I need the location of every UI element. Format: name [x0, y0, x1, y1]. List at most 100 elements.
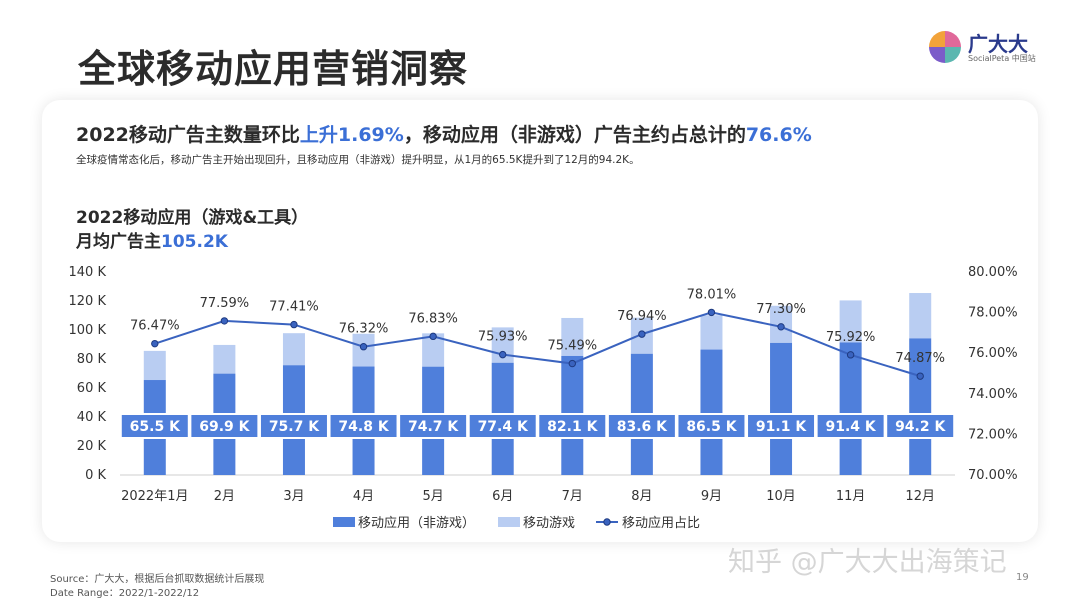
- bar-app: [700, 349, 723, 475]
- y-left-tick-label: 80 K: [77, 352, 107, 367]
- bar-value-box: [119, 413, 190, 439]
- ratio-label: 75.49%: [548, 339, 598, 354]
- legend-label-ratio: 移动应用占比: [622, 515, 700, 531]
- chart-title-prefix: 月均广告主: [76, 232, 161, 252]
- x-tick-label: 2022年1月: [121, 489, 188, 504]
- headline: 2022移动广告主数量环比上升1.69%，移动应用（非游戏）广告主约占总计的76…: [76, 120, 812, 147]
- bar-value-label: 94.2 K: [895, 419, 946, 435]
- bar-value-label: 65.5 K: [130, 419, 181, 435]
- y-left-tick-label: 0 K: [85, 468, 106, 483]
- x-tick-label: 2月: [214, 489, 235, 504]
- legend-swatch-app: [333, 517, 355, 527]
- chart-title: 2022移动应用（游戏&工具） 月均广告主105.2K: [76, 206, 308, 254]
- y-right-tick-label: 78.00%: [968, 306, 1018, 321]
- brand-logo: 广大大 SocialPeta 中国站: [928, 28, 1068, 68]
- legend-label-game: 移动游戏: [523, 516, 575, 531]
- ratio-line: [154, 311, 921, 378]
- y-left-tick-label: 100 K: [69, 323, 107, 338]
- bar-game: [282, 333, 305, 366]
- bar-game: [143, 350, 166, 381]
- ratio-label: 78.01%: [687, 287, 737, 302]
- ratio-point: [777, 323, 785, 331]
- ratio-label: 77.41%: [269, 300, 319, 315]
- ratio-label: 76.32%: [339, 322, 389, 337]
- ratio-point: [359, 343, 368, 351]
- legend-label-app: 移动应用（非游戏）: [358, 515, 475, 531]
- bar-value-label: 69.9 K: [199, 419, 250, 435]
- bar-game: [561, 317, 584, 356]
- bar-game: [839, 300, 862, 343]
- bar-game: [909, 293, 932, 339]
- bar-value-box: [885, 413, 956, 439]
- bar-value-label: 86.5 K: [686, 419, 737, 435]
- x-tick-label: 9月: [701, 489, 722, 504]
- ratio-label: 77.59%: [200, 296, 250, 311]
- bar-value-label: 91.1 K: [756, 419, 807, 435]
- bar-value-box: [467, 413, 538, 439]
- ratio-label: 76.83%: [408, 311, 458, 326]
- y-left-tick-label: 40 K: [77, 410, 107, 425]
- y-left-tick-label: 20 K: [77, 439, 107, 454]
- x-tick-label: 5月: [422, 489, 443, 504]
- legend-swatch-game: [498, 517, 520, 527]
- bar-value-box: [398, 413, 469, 439]
- bar-value-label: 77.4 K: [478, 419, 529, 435]
- ratio-point: [290, 320, 298, 329]
- page-number: 19: [1016, 572, 1029, 583]
- x-tick-label: 7月: [562, 489, 583, 504]
- x-tick-label: 12月: [905, 489, 935, 504]
- ratio-point: [707, 308, 716, 317]
- bar-game: [700, 315, 723, 350]
- headline-part2: ，移动应用（非游戏）广告主约占总计的: [403, 124, 746, 146]
- footer-source: Source：广大大，根据后台抓取数据统计后展现: [50, 574, 265, 585]
- ratio-point: [220, 317, 229, 325]
- ratio-point: [429, 332, 437, 341]
- y-left-tick-label: 60 K: [77, 381, 107, 396]
- bar-value-box: [606, 413, 677, 439]
- y-right-tick-label: 80.00%: [968, 265, 1018, 280]
- chart-title-line2: 月均广告主105.2K: [76, 230, 308, 254]
- x-tick-label: 8月: [631, 489, 652, 504]
- bar-game: [213, 344, 236, 374]
- ratio-point: [846, 351, 855, 359]
- bar-value-box: [676, 413, 747, 439]
- ratio-point: [499, 350, 507, 359]
- bar-value-label: 83.6 K: [617, 419, 668, 435]
- logo-subtitle: SocialPeta 中国站: [968, 54, 1036, 63]
- bar-value-box: [258, 413, 329, 439]
- y-right-tick-label: 76.00%: [968, 346, 1018, 361]
- y-right-tick-label: 70.00%: [968, 468, 1018, 483]
- bar-value-label: 74.8 K: [338, 419, 389, 435]
- y-right-tick-label: 72.00%: [968, 427, 1018, 442]
- headline-accent-share: 76.6%: [745, 124, 812, 146]
- bar-value-box: [189, 413, 260, 439]
- ratio-label: 76.47%: [130, 319, 180, 334]
- headline-part1: 2022移动广告主数量环比: [76, 124, 300, 146]
- chart-title-value: 105.2K: [161, 232, 228, 252]
- bar-app: [839, 342, 862, 475]
- bar-value-box: [746, 413, 817, 439]
- bar-value-box: [815, 413, 886, 439]
- y-left-tick-label: 140 K: [69, 265, 107, 280]
- footer-date-range: Date Range：2022/1-2022/12: [50, 588, 200, 599]
- ratio-point: [916, 372, 924, 380]
- bar-app: [770, 342, 793, 475]
- ratio-label: 75.92%: [826, 330, 876, 345]
- x-tick-label: 4月: [353, 489, 374, 504]
- x-tick-label: 10月: [766, 489, 796, 504]
- bar-value-box: [328, 413, 399, 439]
- logo-icon: [929, 31, 961, 63]
- bar-value-box: [537, 413, 608, 439]
- bar-game: [422, 333, 445, 367]
- page-title: 全球移动应用营销洞察: [78, 47, 469, 91]
- headline-accent-growth: 上升1.69%: [299, 124, 404, 146]
- y-left-tick-label: 120 K: [69, 294, 107, 309]
- bar-value-label: 75.7 K: [269, 419, 320, 435]
- ratio-point: [568, 359, 576, 368]
- x-tick-label: 3月: [283, 489, 304, 504]
- ratio-label: 77.30%: [756, 302, 806, 317]
- ratio-label: 74.87%: [895, 351, 945, 366]
- watermark: 知乎 @广大大出海策记: [728, 547, 1007, 578]
- ratio-label: 75.93%: [478, 330, 528, 345]
